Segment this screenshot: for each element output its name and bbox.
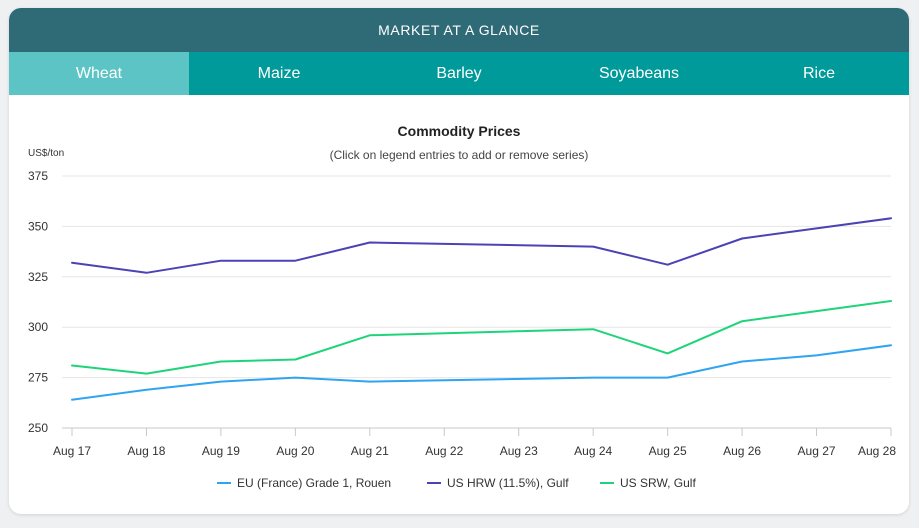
legend-label: EU (France) Grade 1, Rouen bbox=[237, 476, 391, 490]
y-tick-label: 300 bbox=[28, 320, 48, 334]
x-tick-label: Aug 27 bbox=[798, 444, 836, 458]
y-tick-label: 275 bbox=[28, 371, 48, 385]
legend-item-3[interactable]: US SRW, Gulf bbox=[600, 476, 696, 490]
x-tick-label: Aug 21 bbox=[351, 444, 389, 458]
x-tick-label: Aug 22 bbox=[425, 444, 463, 458]
legend-label: US SRW, Gulf bbox=[620, 476, 696, 490]
x-tick-label: Aug 20 bbox=[276, 444, 314, 458]
x-tick-label: Aug 26 bbox=[723, 444, 761, 458]
x-tick-label: Aug 19 bbox=[202, 444, 240, 458]
commodity-tabs: Wheat Maize Barley Soyabeans Rice bbox=[9, 52, 909, 95]
x-tick-label: Aug 23 bbox=[500, 444, 538, 458]
y-tick-label: 325 bbox=[28, 270, 48, 284]
tab-soyabeans[interactable]: Soyabeans bbox=[598, 64, 680, 82]
chart-subtitle: (Click on legend entries to add or remov… bbox=[330, 148, 589, 162]
tab-maize[interactable]: Maize bbox=[257, 64, 301, 82]
y-tick-label: 375 bbox=[28, 169, 48, 183]
market-header: MARKET AT A GLANCE bbox=[9, 8, 909, 52]
x-tick-label: Aug 25 bbox=[649, 444, 687, 458]
x-tick-label: Aug 18 bbox=[127, 444, 165, 458]
market-card: MARKET AT A GLANCE Wheat Maize Barley So… bbox=[9, 8, 909, 514]
series-line-3 bbox=[71, 300, 892, 375]
legend-label: US HRW (11.5%), Gulf bbox=[447, 476, 569, 490]
tab-rice[interactable]: Rice bbox=[802, 64, 835, 82]
tab-wheat[interactable]: Wheat bbox=[9, 52, 189, 95]
y-tick-label: 250 bbox=[28, 421, 48, 435]
y-tick-label: 350 bbox=[28, 219, 48, 233]
x-tick-label: Aug 28 bbox=[858, 444, 896, 458]
x-tick-label: Aug 17 bbox=[53, 444, 91, 458]
tab-barley[interactable]: Barley bbox=[436, 64, 482, 82]
x-tick-label: Aug 24 bbox=[574, 444, 612, 458]
legend-item-1[interactable]: EU (France) Grade 1, Rouen bbox=[217, 476, 391, 490]
legend-item-2[interactable]: US HRW (11.5%), Gulf bbox=[427, 476, 569, 490]
series-line-1 bbox=[71, 344, 892, 401]
series-line-2 bbox=[71, 217, 892, 274]
market-title: MARKET AT A GLANCE bbox=[378, 22, 540, 38]
y-axis-label: US$/ton bbox=[28, 148, 64, 159]
chart-title: Commodity Prices bbox=[398, 123, 521, 139]
